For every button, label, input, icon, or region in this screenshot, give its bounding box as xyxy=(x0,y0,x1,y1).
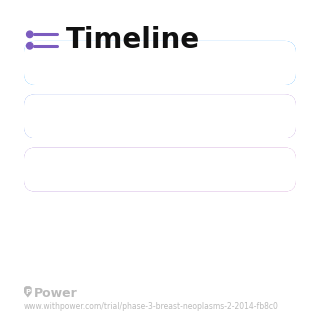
Text: Follow ups ~: Follow ups ~ xyxy=(42,162,135,177)
Text: Treatment ~: Treatment ~ xyxy=(42,109,133,124)
FancyBboxPatch shape xyxy=(24,41,296,85)
Text: www.withpower.com/trial/phase-3-breast-neoplasms-2-2014-fb8c0: www.withpower.com/trial/phase-3-breast-n… xyxy=(24,302,279,312)
Text: 3 weeks: 3 weeks xyxy=(223,56,283,70)
Text: P: P xyxy=(25,289,30,295)
Polygon shape xyxy=(24,286,32,298)
Text: 2 years: 2 years xyxy=(229,162,283,177)
FancyBboxPatch shape xyxy=(24,147,296,192)
Circle shape xyxy=(27,31,33,38)
Text: Screening ~: Screening ~ xyxy=(42,56,132,70)
Text: Timeline: Timeline xyxy=(66,26,201,54)
Text: Varies: Varies xyxy=(238,109,283,124)
FancyBboxPatch shape xyxy=(24,94,296,138)
Text: Power: Power xyxy=(34,287,78,300)
Circle shape xyxy=(27,43,33,49)
